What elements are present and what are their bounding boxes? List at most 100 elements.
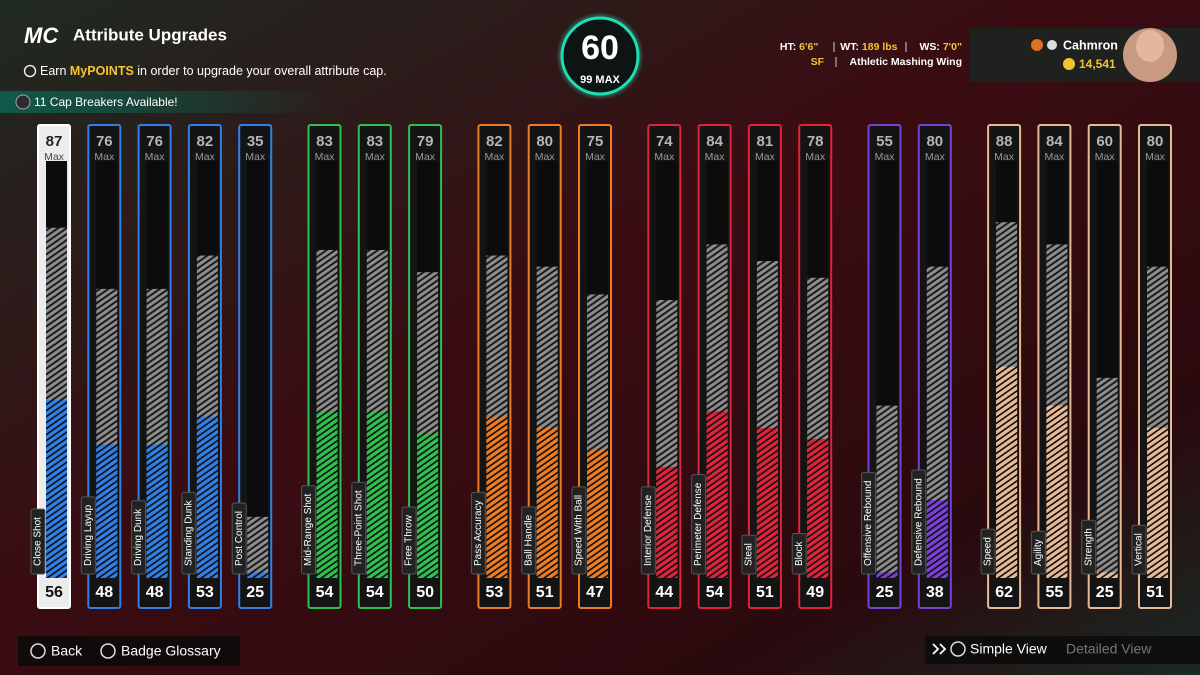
current-bar xyxy=(1046,405,1068,578)
max-value: 82 xyxy=(486,133,503,150)
vc-icon xyxy=(1063,58,1075,70)
current-value: 25 xyxy=(1096,584,1114,601)
max-label: Max xyxy=(245,151,266,163)
current-value: 38 xyxy=(926,584,944,601)
wt: 189 lbs xyxy=(862,41,898,53)
max-label: Max xyxy=(925,151,946,163)
current-value: 49 xyxy=(806,584,824,601)
max-label: Max xyxy=(1044,151,1065,163)
current-bar xyxy=(417,433,439,578)
max-label: Max xyxy=(805,151,826,163)
page-title: Attribute Upgrades xyxy=(73,25,227,44)
current-bar xyxy=(247,572,269,578)
circle-button-icon xyxy=(30,643,46,659)
max-label: Max xyxy=(44,151,65,163)
logo: MC xyxy=(24,23,59,48)
wt-label: WT: xyxy=(840,41,859,53)
max-label: Max xyxy=(415,151,436,163)
max-value: 80 xyxy=(1147,133,1164,150)
current-bar xyxy=(756,427,778,578)
attribute-name: Free Throw xyxy=(404,514,415,566)
attribute-name: Vertical xyxy=(1134,533,1145,566)
max-label: Max xyxy=(484,151,505,163)
max-value: 75 xyxy=(587,133,604,150)
max-label: Max xyxy=(755,151,776,163)
max-label: Max xyxy=(994,151,1015,163)
current-value: 54 xyxy=(366,584,384,601)
current-value: 51 xyxy=(1146,584,1164,601)
team-icon xyxy=(1031,39,1043,51)
attribute-name: Steal xyxy=(744,543,755,566)
current-value: 51 xyxy=(756,584,774,601)
current-bar xyxy=(656,466,678,578)
attribute-name: Perimeter Defense xyxy=(693,482,704,566)
ws: 7'0" xyxy=(943,41,962,53)
max-label: Max xyxy=(705,151,726,163)
current-bar xyxy=(316,411,338,578)
name-tab xyxy=(301,485,316,575)
overall-badge xyxy=(560,16,640,96)
max-value: 76 xyxy=(146,133,163,150)
current-value: 62 xyxy=(995,584,1013,601)
attribute-name: Pass Accuracy xyxy=(473,500,484,566)
glossary-button[interactable]: Badge Glossary xyxy=(121,643,221,659)
attribute-name: Speed xyxy=(983,537,994,566)
attribute-name: Mid-Range Shot xyxy=(303,494,314,566)
name-tab xyxy=(231,502,247,575)
max-value: 83 xyxy=(316,133,333,150)
name-tab xyxy=(131,500,147,575)
attribute-name: Offensive Rebound xyxy=(863,481,874,566)
cap-bar xyxy=(876,405,898,578)
max-value: 60 xyxy=(1096,133,1113,150)
current-bar xyxy=(876,572,898,578)
current-bar xyxy=(536,427,558,578)
attribute-name: Driving Dunk xyxy=(133,508,144,566)
simple-view-tab[interactable]: Simple View xyxy=(970,641,1048,657)
name-tab xyxy=(861,472,876,575)
name-tab xyxy=(791,533,807,575)
info-highlight: MyPOINTS xyxy=(70,64,134,78)
attribute-name: Three-Point Shot xyxy=(353,490,364,566)
current-value: 56 xyxy=(45,584,63,601)
cap-bar xyxy=(1096,377,1118,578)
current-bar xyxy=(996,366,1018,578)
current-bar xyxy=(926,500,948,578)
chevrons xyxy=(932,643,947,655)
back-button[interactable]: Back xyxy=(51,643,83,659)
archetype: Athletic Mashing Wing xyxy=(850,56,963,68)
vc-balance: 14,541 xyxy=(1079,57,1116,71)
max-label: Max xyxy=(94,151,115,163)
current-value: 48 xyxy=(95,584,113,601)
detailed-view-tab[interactable]: Detailed View xyxy=(1066,641,1152,657)
overall-value: 60 xyxy=(581,29,619,67)
attribute-name: Driving Layup xyxy=(83,504,94,566)
max-value: 79 xyxy=(417,133,434,150)
name-tab xyxy=(470,491,486,575)
attribute-name: Strength xyxy=(1083,528,1094,566)
max-value: 76 xyxy=(96,133,113,150)
current-value: 47 xyxy=(586,584,604,601)
max-value: 84 xyxy=(1046,133,1063,150)
name-tab xyxy=(1131,524,1147,575)
